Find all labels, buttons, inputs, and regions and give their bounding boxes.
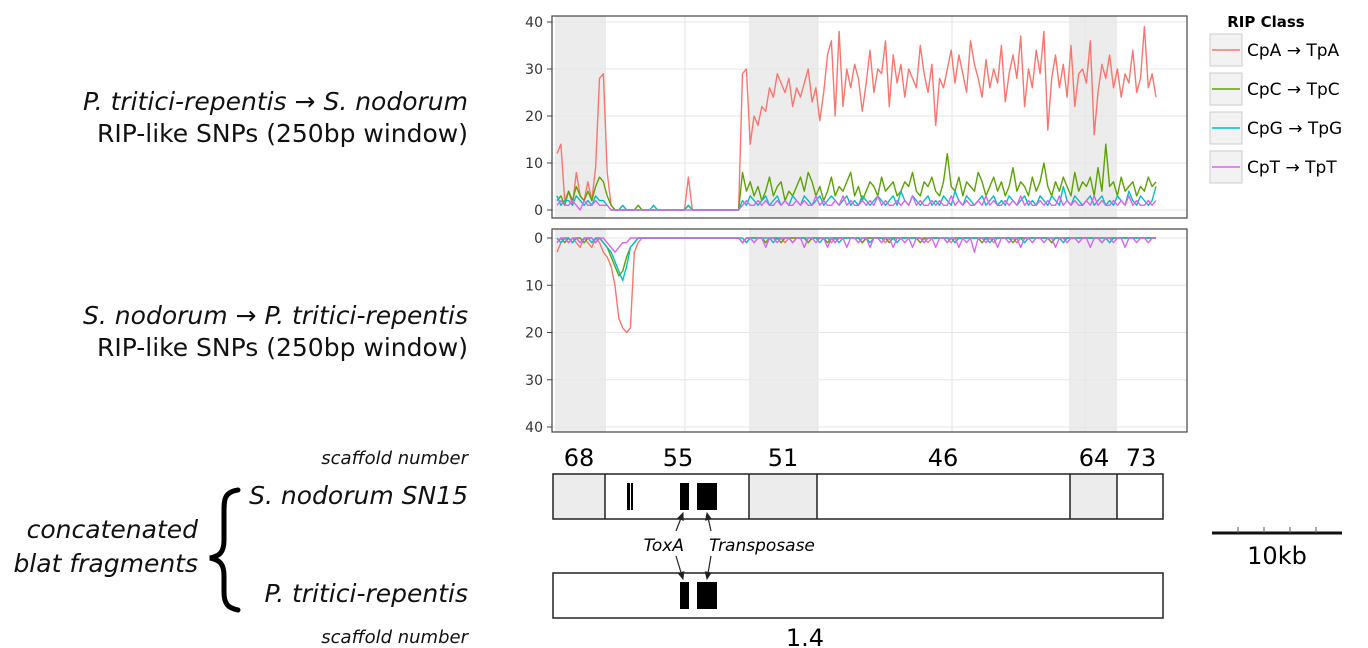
scale-bar-label: 10kb: [1247, 542, 1307, 570]
bottom-y-tick-label: 30: [525, 373, 543, 389]
sn15-feature-mark: [627, 483, 630, 510]
sn15-toxa-block: [680, 483, 689, 510]
bottom-y-tick-label: 0: [534, 231, 543, 247]
bottom-title-species-a: S. nodorum: [83, 301, 228, 330]
top-title-species-b: S. nodorum: [323, 87, 468, 116]
bottom-panel-border: [551, 228, 1188, 433]
sn15-track: [552, 473, 1164, 520]
toxa-arrow-down: [675, 555, 685, 581]
bottom-title-species-b: P. tritici-repentis: [264, 301, 468, 330]
transposase-label: Transposase: [709, 536, 815, 556]
top-shaded-band: [749, 16, 818, 218]
scaffold-number-73: 73: [1126, 444, 1157, 472]
top-y-tick-label: 40: [525, 15, 543, 31]
legend-item-label: CpG → TpG: [1247, 119, 1342, 139]
top-title-species-a: P. tritici-repentis: [83, 87, 287, 116]
ptr-toxa-block: [680, 582, 689, 609]
scaffold-number-51: 51: [768, 444, 799, 472]
bottom-chart-title: S. nodorum → P. tritici-repentis RIP-lik…: [83, 300, 468, 364]
bottom-series-cpt-line: [556, 237, 1156, 253]
scaffold-number-55: 55: [663, 444, 694, 472]
ptr-track: [552, 572, 1164, 619]
bottom-shaded-band: [555, 229, 606, 432]
toxa-label: ToxA: [644, 536, 684, 556]
legend-item-label: CpT → TpT: [1247, 158, 1337, 178]
ptr-scaffold-number: 1.4: [786, 624, 824, 648]
bottom-y-tick-label: 10: [525, 278, 543, 294]
scaffold-number-64: 64: [1079, 444, 1110, 472]
concatenated-label: concatenated blat fragments: [13, 513, 198, 581]
top-panel-border: [551, 15, 1188, 219]
legend-item-label: CpC → TpC: [1247, 80, 1340, 100]
legend-title: RIP Class: [1227, 13, 1305, 31]
sn15-shaded-segment: [553, 474, 605, 519]
top-title-arrow: →: [294, 87, 316, 116]
top-y-tick-label: 0: [534, 203, 543, 219]
concat-line-2: blat fragments: [13, 549, 198, 578]
top-chart-title: P. tritici-repentis → S. nodorum RIP-lik…: [83, 86, 468, 150]
top-y-tick-label: 10: [525, 156, 543, 172]
track-label-sn15: S. nodorum SN15: [249, 481, 468, 510]
transposase-arrow-down: [704, 555, 712, 581]
bottom-y-tick-label: 40: [525, 420, 543, 436]
top-series-cpt-line: [556, 195, 1157, 211]
scaffold-number-46: 46: [928, 444, 959, 472]
curly-brace: [209, 487, 241, 613]
bottom-y-tick-label: 20: [525, 326, 543, 342]
top-y-tick-label: 30: [525, 62, 543, 78]
scaffold-number-68: 68: [564, 444, 595, 472]
top-title-subtitle: RIP-like SNPs (250bp window): [96, 119, 468, 148]
sn15-shaded-segment: [1070, 474, 1117, 519]
bottom-shaded-band: [749, 229, 818, 432]
top-series-cpg-line: [556, 185, 1157, 211]
bottom-title-subtitle: RIP-like SNPs (250bp window): [96, 333, 468, 362]
transposase-arrow-up: [705, 511, 713, 532]
track-label-ptr: P. tritici-repentis: [264, 579, 468, 608]
scaffold-number-label-top: scaffold number: [321, 448, 468, 469]
bottom-shaded-band: [1069, 229, 1117, 432]
bottom-title-arrow: →: [235, 301, 257, 330]
scaffold-number-label-bottom: scaffold number: [321, 627, 468, 648]
top-y-tick-label: 20: [525, 109, 543, 125]
sn15-shaded-segment: [749, 474, 817, 519]
ptr-transposase-block: [697, 582, 717, 609]
toxa-arrow-up: [675, 511, 684, 532]
legend-item-label: CpA → TpA: [1247, 41, 1340, 61]
concat-line-1: concatenated: [26, 515, 198, 544]
sn15-feature-mark: [631, 483, 633, 510]
sn15-transposase-block: [697, 483, 717, 510]
